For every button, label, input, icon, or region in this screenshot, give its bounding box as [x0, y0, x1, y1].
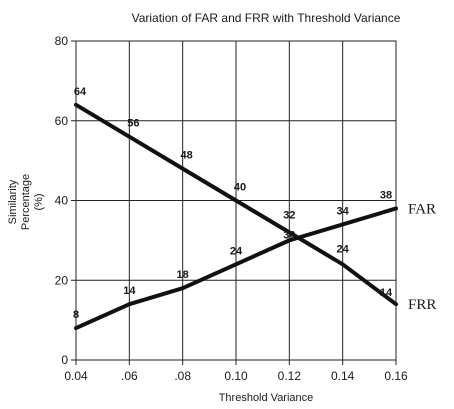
data-label-frr: 64 [74, 86, 87, 98]
y-tick-label: 20 [55, 273, 69, 287]
data-label-far: 18 [177, 269, 189, 281]
data-label-far: 24 [230, 245, 243, 257]
series-layer [74, 102, 398, 331]
y-tick-label: 60 [55, 114, 69, 128]
y-axis-label-line-2: Percentage [20, 174, 32, 230]
chart-title: Variation of FAR and FRR with Threshold … [132, 11, 401, 25]
x-tick-label: 0.10 [224, 369, 248, 383]
x-tick-label: 0.14 [331, 369, 355, 383]
data-label-frr: 14 [380, 287, 393, 299]
y-tick-label: 80 [55, 34, 69, 48]
data-label-frr: 24 [337, 243, 350, 255]
series-label-frr: FRR [408, 297, 436, 313]
series-line-far [74, 206, 398, 331]
x-tick-label: .08 [174, 369, 191, 383]
y-axis-label-line-3: (%) [33, 193, 45, 210]
x-tick-label: .06 [121, 369, 138, 383]
data-label-frr: 48 [181, 150, 193, 162]
y-axis-label-line-1: Similarity [7, 179, 19, 224]
x-tick-label: 0.12 [278, 369, 302, 383]
x-tick-label: 0.04 [64, 369, 88, 383]
data-label-far: 30 [283, 229, 295, 241]
y-tick-label: 40 [55, 194, 69, 208]
x-tick-label: 0.16 [384, 369, 408, 383]
data-label-frr: 32 [283, 209, 295, 221]
y-axis: 0 20 40 60 80 [55, 34, 76, 367]
series-line-frr [74, 102, 398, 307]
data-label-far: 38 [380, 189, 392, 201]
data-label-far: 34 [337, 205, 350, 217]
series-label-far: FAR [408, 201, 436, 217]
data-label-far: 14 [123, 285, 136, 297]
data-label-frr: 56 [127, 118, 139, 130]
data-label-far: 8 [73, 309, 79, 321]
y-tick-label: 0 [61, 353, 68, 367]
x-axis: 0.04 .06 .08 0.10 0.12 0.14 0.16 [64, 360, 408, 383]
x-axis-label: Threshold Variance [219, 392, 314, 404]
data-label-frr: 40 [234, 182, 246, 194]
data-labels: 8 14 18 24 30 34 38 FAR 64 56 48 40 32 24 14 FRR [73, 86, 436, 321]
